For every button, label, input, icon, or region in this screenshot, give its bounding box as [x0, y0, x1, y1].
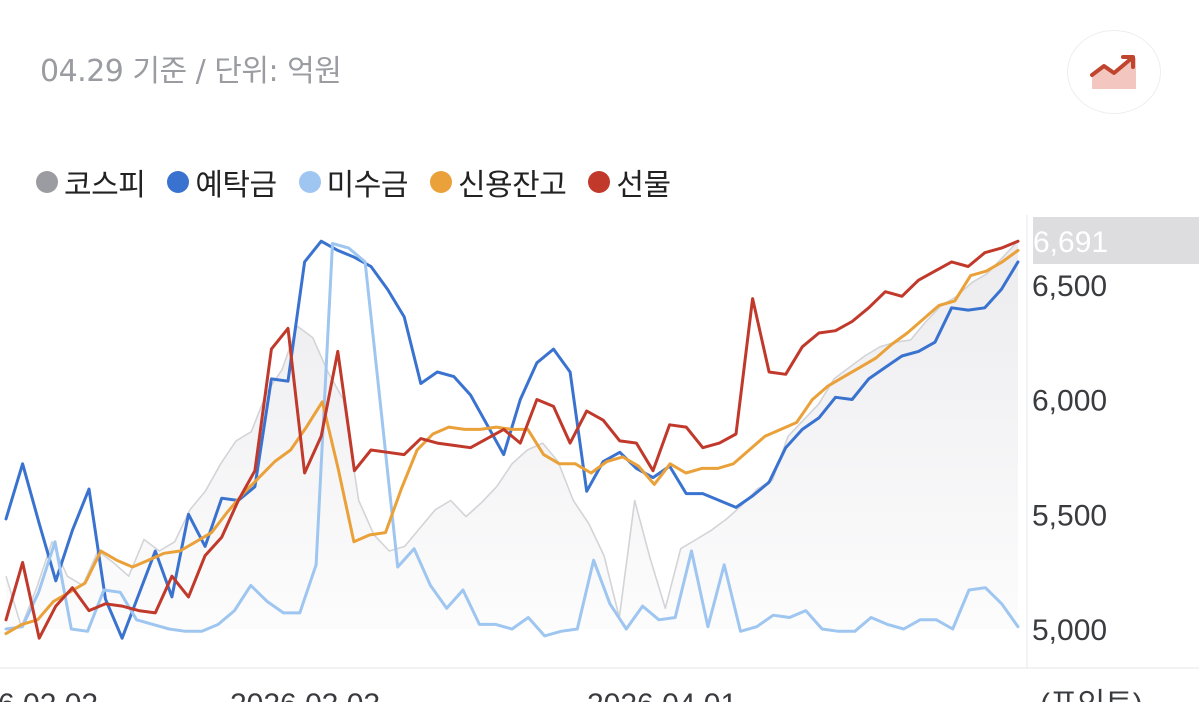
legend-label-credit: 신용잔고	[457, 168, 567, 203]
chart-type-button[interactable]	[1067, 30, 1161, 114]
legend-swatch-deposit	[167, 171, 190, 193]
legend-swatch-receivable	[298, 171, 321, 193]
series-line-credit	[4, 248, 1020, 636]
legend-item-kospi[interactable]: 코스피	[36, 160, 146, 204]
y-highlight-label: 6,691	[1033, 226, 1108, 259]
chart-subtitle: 04.29 기준 / 단위: 억원	[40, 54, 342, 89]
y-highlight-band	[1033, 217, 1199, 264]
legend-swatch-credit	[429, 171, 452, 193]
legend-label-deposit: 예탁금	[195, 168, 277, 203]
legend-label-futures: 선물	[616, 168, 671, 203]
series-line-futures	[4, 239, 1020, 640]
x-tick-label: 2026.03.03	[230, 688, 380, 702]
legend-swatch-kospi	[36, 171, 58, 193]
x-tick-label: 6.02.02	[0, 688, 98, 702]
series-line-receivable	[4, 242, 1020, 638]
legend-item-credit[interactable]: 신용잔고	[429, 160, 567, 204]
series-line-deposit	[4, 239, 1020, 640]
trend-up-icon	[1090, 55, 1136, 89]
series-area-kospi	[6, 241, 1018, 629]
legend-label-receivable: 미수금	[326, 168, 409, 203]
legend-swatch-futures	[588, 171, 611, 193]
legend-label-kospi: 코스피	[64, 168, 146, 203]
x-tick-label: (포인트)	[1040, 688, 1143, 702]
y-tick-label: 5,000	[1032, 614, 1107, 647]
legend-item-receivable[interactable]: 미수금	[298, 160, 409, 204]
x-tick-label: 2026.04.01	[587, 688, 737, 702]
y-tick-label: 6,500	[1032, 270, 1107, 303]
legend-item-deposit[interactable]: 예탁금	[167, 160, 277, 204]
series-line-kospi	[5, 240, 1019, 628]
legend-item-futures[interactable]: 선물	[588, 160, 671, 204]
chart-legend: 코스피 예탁금 미수금 신용잔고 선물	[36, 160, 693, 204]
y-tick-label: 5,500	[1032, 499, 1107, 532]
y-tick-label: 6,000	[1032, 385, 1107, 418]
